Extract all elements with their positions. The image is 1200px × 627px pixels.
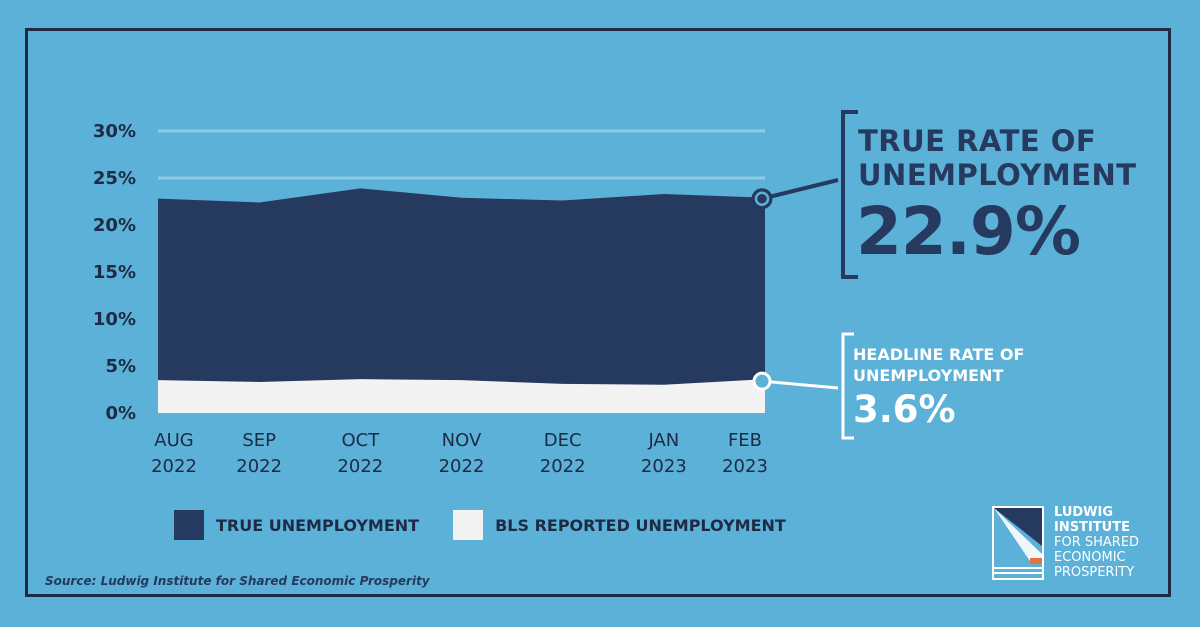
headline-rate-title-line2: UNEMPLOYMENT [853, 366, 1004, 385]
x-tick-month: JAN [647, 430, 679, 451]
headline-rate-bracket [841, 332, 854, 440]
headline-rate-value: 3.6% [853, 388, 956, 431]
legend-label-true: TRUE UNEMPLOYMENT [216, 515, 420, 535]
logo-line1: LUDWIG [1054, 505, 1114, 520]
y-axis-ticks: 0% 5% 10% 15% 20% 25% 30% [93, 121, 136, 424]
logo-line2: INSTITUTE [1054, 520, 1130, 535]
true-rate-value: 22.9% [856, 193, 1081, 270]
true-rate-title-line1: TRUE RATE OF [858, 124, 1097, 158]
x-tick-month: FEB [728, 430, 762, 451]
chart-frame [25, 28, 1171, 597]
ludwig-logo-icon [992, 506, 1044, 580]
x-tick-month: AUG [154, 430, 193, 451]
x-tick-month: OCT [341, 430, 380, 451]
headline-rate-connector [761, 379, 839, 390]
headline-rate-title-line1: HEADLINE RATE OF [853, 345, 1025, 364]
x-tick-month: SEP [242, 430, 276, 451]
true-rate-title: TRUE RATE OF UNEMPLOYMENT [858, 124, 1137, 192]
x-tick-year: 2022 [540, 456, 586, 477]
y-tick-label: 15% [93, 262, 136, 283]
x-tick-month: NOV [442, 430, 482, 451]
legend-swatch-true [174, 510, 204, 540]
y-tick-label: 30% [93, 121, 136, 142]
x-tick-year: 2022 [439, 456, 485, 477]
y-tick-label: 10% [93, 309, 136, 330]
y-tick-label: 0% [105, 403, 136, 424]
x-axis-ticks: AUG 2022 SEP 2022 OCT 2022 NOV 2022 DEC 2022 JAN 20… [151, 430, 768, 477]
true-rate-connector [761, 178, 839, 201]
callout-connectors [751, 110, 858, 440]
headline-rate-title: HEADLINE RATE OF UNEMPLOYMENT [853, 344, 1024, 386]
chart-legend: TRUE UNEMPLOYMENT BLS REPORTED UNEMPLOYM… [174, 510, 808, 540]
x-tick-year: 2023 [641, 456, 687, 477]
chart-areas [158, 188, 765, 413]
y-tick-label: 5% [105, 356, 136, 377]
headline-rate-marker [752, 371, 772, 391]
x-tick-year: 2022 [151, 456, 197, 477]
x-tick-year: 2022 [337, 456, 383, 477]
legend-swatch-bls [453, 510, 484, 540]
x-tick-year: 2022 [236, 456, 282, 477]
true-rate-marker-ring [754, 191, 770, 206]
x-tick-year: 2023 [722, 456, 768, 477]
logo-line5: PROSPERITY [1054, 565, 1135, 580]
true-unemployment-area [158, 188, 765, 413]
ludwig-logo-text: LUDWIG INSTITUTE FOR SHARED ECONOMIC PRO… [1054, 505, 1139, 580]
true-rate-title-line2: UNEMPLOYMENT [858, 158, 1137, 192]
logo-line3: FOR SHARED [1054, 535, 1140, 550]
y-tick-label: 25% [93, 168, 136, 189]
source-note: Source: Ludwig Institute for Shared Econ… [45, 574, 430, 588]
logo-line4: ECONOMIC [1054, 550, 1126, 565]
legend-label-bls: BLS REPORTED UNEMPLOYMENT [495, 515, 786, 535]
bls-unemployment-area [158, 379, 765, 413]
true-rate-bracket [841, 110, 858, 279]
x-tick-month: DEC [544, 430, 582, 451]
y-tick-label: 20% [93, 215, 136, 236]
